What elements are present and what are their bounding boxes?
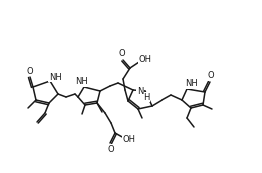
Text: O: O: [108, 144, 114, 153]
Text: H: H: [143, 93, 149, 102]
Text: O: O: [27, 66, 33, 75]
Text: NH: NH: [76, 78, 88, 86]
Text: OH: OH: [123, 135, 135, 144]
Text: NH: NH: [49, 72, 61, 81]
Text: N: N: [137, 86, 143, 95]
Text: O: O: [208, 71, 214, 80]
Text: O: O: [119, 49, 125, 58]
Text: NH: NH: [185, 80, 198, 89]
Text: OH: OH: [139, 54, 151, 63]
